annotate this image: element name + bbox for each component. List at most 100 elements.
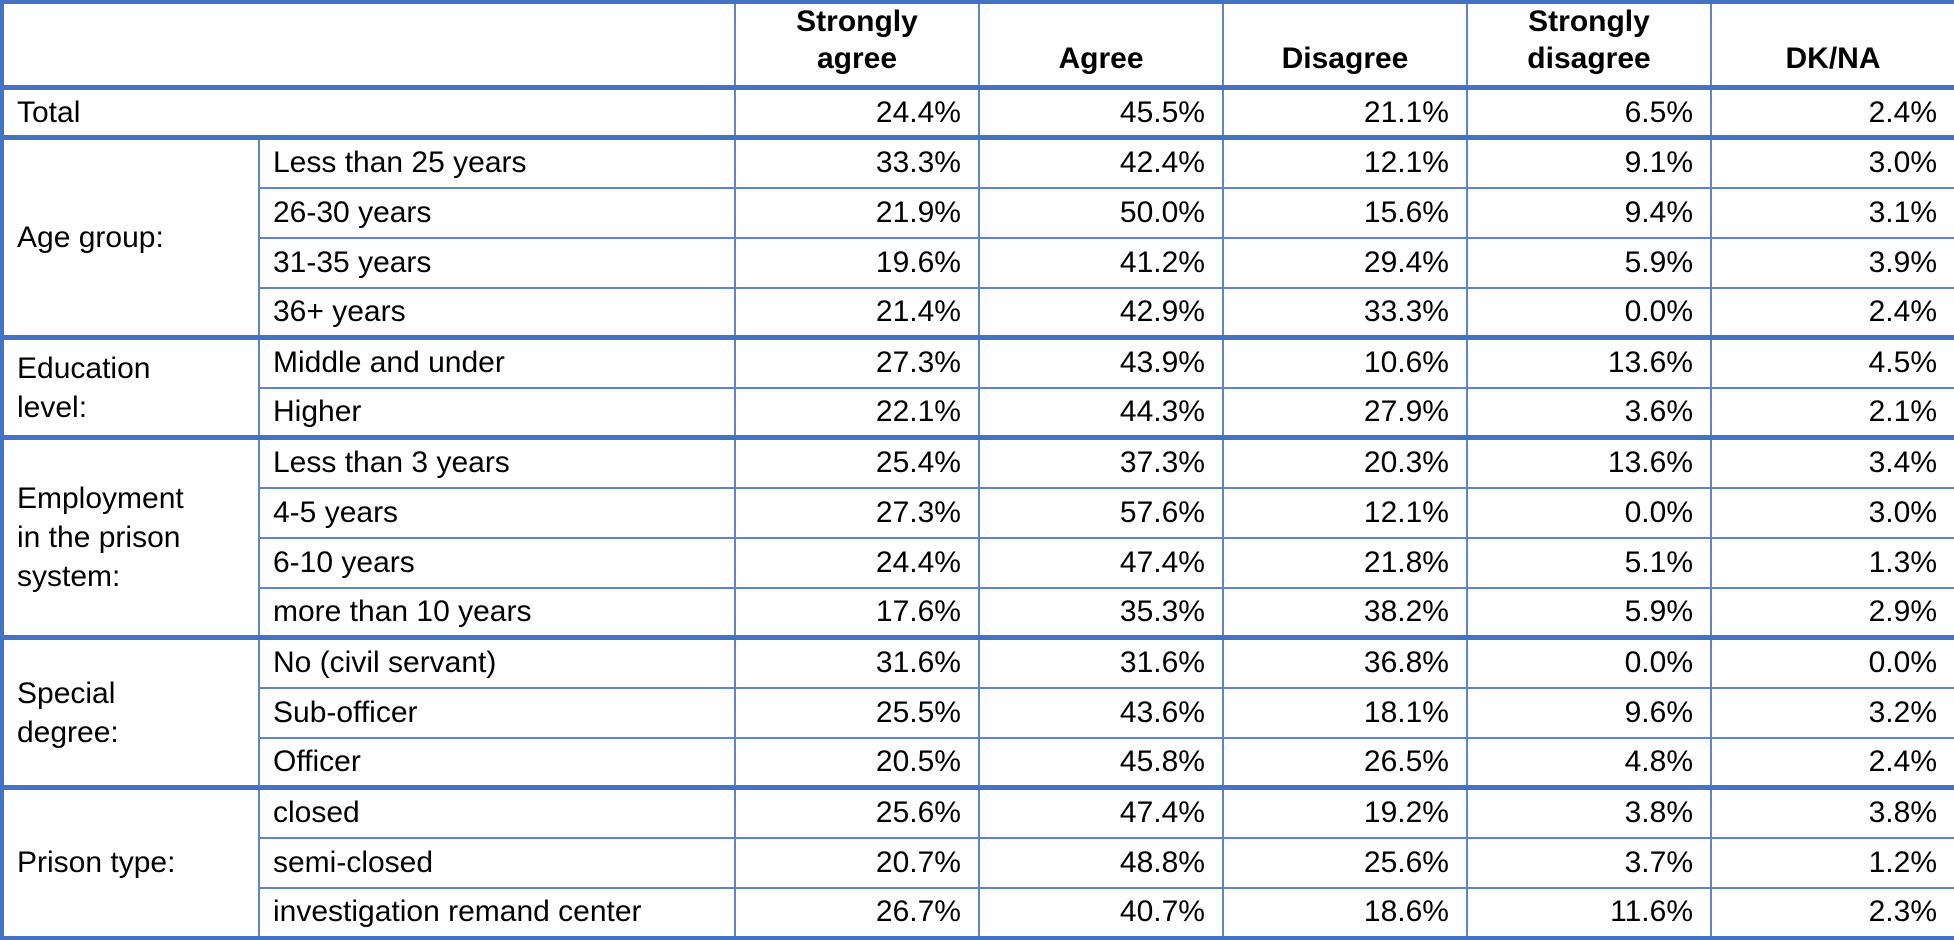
data-cell: 19.2% — [1222, 785, 1468, 839]
data-cell: 0.0% — [1466, 635, 1712, 689]
table-row: 36+ years 21.4% 42.9% 33.3% 0.0% 2.4% — [2, 286, 1954, 339]
data-cell: 10.6% — [1222, 335, 1468, 389]
data-cell: 37.3% — [978, 435, 1224, 489]
data-cell: 5.9% — [1466, 586, 1712, 639]
table-row: 4-5 years 27.3% 57.6% 12.1% 0.0% 3.0% — [2, 486, 1954, 539]
data-cell: 21.1% — [1222, 85, 1468, 139]
data-cell: 18.1% — [1222, 686, 1468, 739]
row-label: Higher — [258, 386, 736, 439]
group-label-age: Age group: — [1, 135, 260, 339]
data-cell: 26.7% — [734, 886, 980, 939]
data-cell: 18.6% — [1222, 886, 1468, 939]
row-label: closed — [258, 785, 736, 839]
table-row: Special degree: No (civil servant) 31.6%… — [1, 635, 1954, 789]
data-cell: 3.4% — [1710, 435, 1954, 489]
column-header-strongly-agree: Strongly agree — [734, 1, 980, 89]
data-cell: 2.4% — [1710, 85, 1954, 139]
table-row: Prison type: closed 25.6% 47.4% 19.2% 3.… — [1, 785, 1954, 939]
data-cell: 20.7% — [734, 836, 980, 889]
group-label-employment: Employment in the prison system: — [1, 435, 260, 639]
data-cell: 5.9% — [1466, 236, 1712, 289]
data-cell: 5.1% — [1466, 536, 1712, 589]
data-cell: 3.1% — [1710, 186, 1954, 239]
data-cell: 25.6% — [1222, 836, 1468, 889]
data-cell: 19.6% — [734, 236, 980, 289]
data-cell: 31.6% — [734, 635, 980, 689]
data-cell: 36.8% — [1222, 635, 1468, 689]
row-label: 36+ years — [258, 286, 736, 339]
row-label: more than 10 years — [258, 586, 736, 639]
data-cell: 26.5% — [1222, 736, 1468, 789]
data-cell: 3.0% — [1710, 135, 1954, 189]
table-row: semi-closed 20.7% 48.8% 25.6% 3.7% 1.2% — [2, 836, 1954, 889]
data-cell: 17.6% — [734, 586, 980, 639]
data-cell: 12.1% — [1222, 486, 1468, 539]
data-cell: 21.9% — [734, 186, 980, 239]
column-header-agree: Agree — [978, 1, 1224, 89]
table-row: Higher 22.1% 44.3% 27.9% 3.6% 2.1% — [2, 386, 1954, 439]
column-header-dk-na: DK/NA — [1710, 1, 1954, 89]
data-cell: 27.3% — [734, 335, 980, 389]
data-cell: 25.4% — [734, 435, 980, 489]
data-cell: 3.7% — [1466, 836, 1712, 889]
data-cell: 1.3% — [1710, 536, 1954, 589]
row-label: Officer — [258, 736, 736, 789]
row-label: 4-5 years — [258, 486, 736, 539]
row-label: Sub-officer — [258, 686, 736, 739]
data-cell: 50.0% — [978, 186, 1224, 239]
table-row: Age group: Less than 25 years 33.3% 42.4… — [1, 135, 1954, 339]
data-cell: 4.5% — [1710, 335, 1954, 389]
data-cell: 9.1% — [1466, 135, 1712, 189]
data-cell: 25.5% — [734, 686, 980, 739]
data-cell: 24.4% — [734, 536, 980, 589]
data-cell: 47.4% — [978, 785, 1224, 839]
row-label: semi-closed — [258, 836, 736, 889]
row-label: No (civil servant) — [258, 635, 736, 689]
data-cell: 57.6% — [978, 486, 1224, 539]
data-cell: 4.8% — [1466, 736, 1712, 789]
table-row: 31-35 years 19.6% 41.2% 29.4% 5.9% 3.9% — [2, 236, 1954, 289]
group-label-prison-type: Prison type: — [1, 785, 260, 939]
data-cell: 13.6% — [1466, 435, 1712, 489]
group-label-education: Education level: — [1, 335, 260, 439]
data-cell: 15.6% — [1222, 186, 1468, 239]
data-cell: 2.4% — [1710, 286, 1954, 339]
data-cell: 42.4% — [978, 135, 1224, 189]
table-row: Sub-officer 25.5% 43.6% 18.1% 9.6% 3.2% — [2, 686, 1954, 739]
data-cell: 48.8% — [978, 836, 1224, 889]
data-cell: 27.9% — [1222, 386, 1468, 439]
row-label: Less than 25 years — [258, 135, 736, 189]
row-label: Less than 3 years — [258, 435, 736, 489]
row-label: 26-30 years — [258, 186, 736, 239]
table-row: Officer 20.5% 45.8% 26.5% 4.8% 2.4% — [2, 736, 1954, 789]
table-row: 26-30 years 21.9% 50.0% 15.6% 9.4% 3.1% — [2, 186, 1954, 239]
data-cell: 24.4% — [734, 85, 980, 139]
data-cell: 43.6% — [978, 686, 1224, 739]
data-cell: 20.3% — [1222, 435, 1468, 489]
data-cell: 2.4% — [1710, 736, 1954, 789]
table-row: 6-10 years 24.4% 47.4% 21.8% 5.1% 1.3% — [2, 536, 1954, 589]
data-cell: 47.4% — [978, 536, 1224, 589]
column-header-strongly-disagree: Strongly disagree — [1466, 1, 1712, 89]
data-cell: 40.7% — [978, 886, 1224, 939]
data-cell: 2.3% — [1710, 886, 1954, 939]
data-cell: 3.9% — [1710, 236, 1954, 289]
data-cell: 45.8% — [978, 736, 1224, 789]
column-header-disagree: Disagree — [1222, 1, 1468, 89]
data-cell: 3.2% — [1710, 686, 1954, 739]
row-label: 31-35 years — [258, 236, 736, 289]
data-cell: 6.5% — [1466, 85, 1712, 139]
data-cell: 3.6% — [1466, 386, 1712, 439]
table-row: more than 10 years 17.6% 35.3% 38.2% 5.9… — [2, 586, 1954, 639]
data-cell: 9.4% — [1466, 186, 1712, 239]
data-cell: 33.3% — [1222, 286, 1468, 339]
data-cell: 20.5% — [734, 736, 980, 789]
data-cell: 45.5% — [978, 85, 1224, 139]
row-label: investigation remand center — [258, 886, 736, 939]
data-cell: 33.3% — [734, 135, 980, 189]
data-cell: 31.6% — [978, 635, 1224, 689]
data-cell: 21.8% — [1222, 536, 1468, 589]
data-cell: 3.0% — [1710, 486, 1954, 539]
data-cell: 43.9% — [978, 335, 1224, 389]
